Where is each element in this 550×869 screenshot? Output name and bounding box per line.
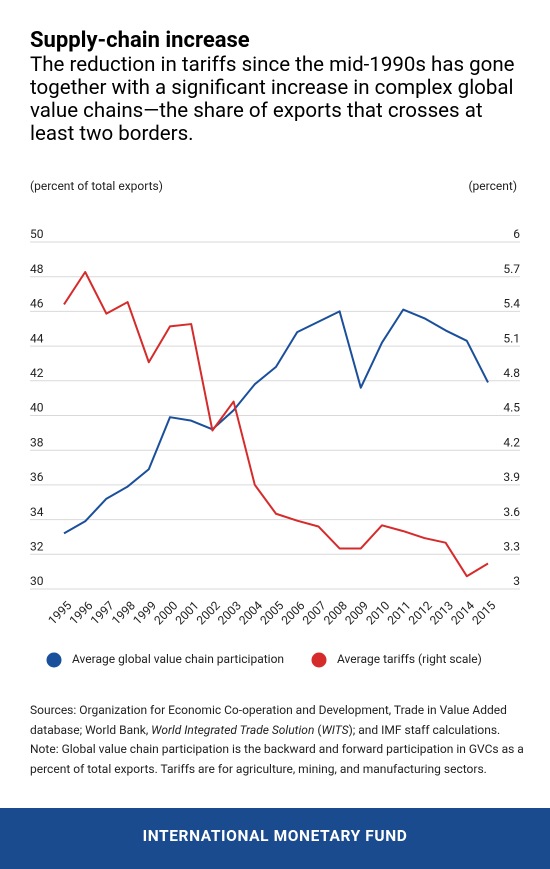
y2-tick-label: 3 [513, 574, 520, 588]
y-tick-label: 48 [30, 262, 44, 276]
sources-text: WITS [321, 722, 349, 737]
legend-marker [311, 652, 327, 668]
chart: (percent of total exports) (percent) 30 32 3… [30, 179, 520, 668]
notes: Sources: Organization for Economic Co-op… [30, 701, 525, 779]
sources-text: ( [314, 722, 322, 737]
sources-text: World Integrated Trade Solution [151, 722, 315, 737]
y2-tick-label: 3.9 [503, 470, 520, 484]
y-tick-label: 38 [30, 435, 44, 449]
sources-text: ); and IMF staff calculations. [348, 722, 501, 737]
y2-tick-label: 4.2 [503, 435, 520, 449]
y-tick-label: 30 [30, 574, 44, 588]
y2-tick-label: 3.3 [503, 539, 520, 553]
y2-tick-label: 3.6 [503, 505, 520, 519]
y2-tick-label: 5.1 [503, 331, 520, 345]
legend-label: Average tariffs (right scale) [337, 652, 482, 666]
y-tick-label: 46 [30, 297, 44, 311]
y2-axis-label: (percent) [468, 179, 517, 193]
y2-tick-label: 5.7 [503, 262, 520, 276]
y-tick-label: 44 [30, 331, 44, 345]
legend-marker [46, 652, 62, 668]
sources: Sources: Organization for Economic Co-op… [30, 701, 525, 740]
note: Note: Global value chain participation i… [30, 742, 524, 776]
y2-tick-label: 5.4 [503, 297, 520, 311]
x-tick-label: 2015 [469, 598, 498, 627]
y-tick-label: 32 [30, 539, 44, 553]
y-tick-label: 50 [30, 227, 44, 241]
y-tick-label: 36 [30, 470, 44, 484]
y2-tick-label: 4.8 [503, 366, 520, 380]
legend-label: Average global value chain participation [72, 652, 284, 666]
y2-tick-label: 6 [513, 227, 520, 241]
y-tick-label: 42 [30, 366, 44, 380]
y2-tick-label: 4.5 [503, 401, 520, 415]
footer: INTERNATIONAL MONETARY FUND [0, 808, 550, 869]
sources-text: Sources: Organization for Economic Co-op… [30, 703, 507, 737]
chart-title: Supply-chain increase [30, 28, 250, 53]
series-line [63, 308, 489, 535]
chart-subtitle: The reduction in tariffs since the mid-1… [30, 53, 515, 146]
series-line [63, 271, 489, 578]
y-axis-label: (percent of total exports) [30, 179, 163, 193]
y-tick-label: 40 [30, 401, 44, 415]
y-tick-label: 34 [30, 505, 44, 519]
